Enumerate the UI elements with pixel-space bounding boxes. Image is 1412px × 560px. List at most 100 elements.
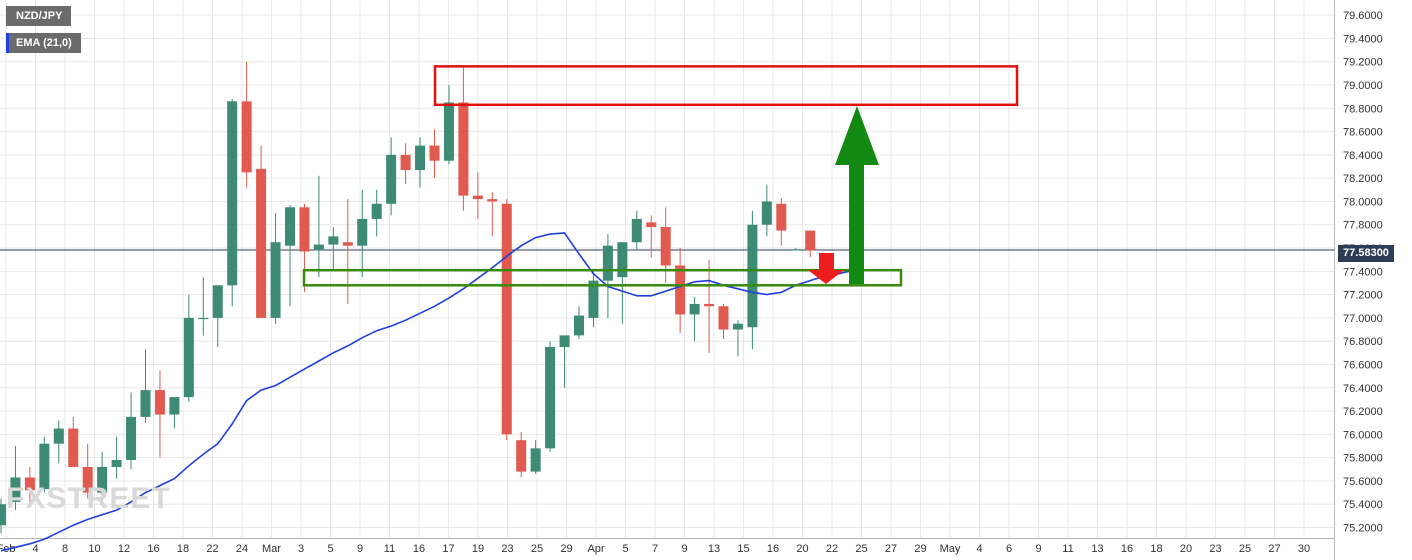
x-tick-label: May xyxy=(940,543,961,555)
candle-body-bullish xyxy=(747,224,758,328)
candle-body-bullish xyxy=(0,504,6,526)
candle-body-bullish xyxy=(371,203,382,219)
candle-body-bullish xyxy=(732,323,743,330)
x-tick-label: 9 xyxy=(681,543,687,555)
candle-body-bearish xyxy=(458,102,469,196)
candle-body-bullish xyxy=(689,303,700,315)
y-tick-label: 79.4000 xyxy=(1343,33,1383,45)
y-tick-label: 78.0000 xyxy=(1343,196,1383,208)
candle-body-bullish xyxy=(169,397,180,415)
candle-body-bullish xyxy=(126,416,137,460)
candle-body-bullish xyxy=(602,245,613,281)
y-tick-label: 76.2000 xyxy=(1343,406,1383,418)
y-tick-label: 78.4000 xyxy=(1343,150,1383,162)
candle-body-bullish xyxy=(328,236,339,245)
x-tick-label: 4 xyxy=(976,543,982,555)
x-tick-label: 29 xyxy=(914,543,926,555)
current-price-tag: 77.58300 xyxy=(1338,245,1394,262)
x-tick-label: 18 xyxy=(177,543,189,555)
candle-body-bullish xyxy=(617,242,628,278)
x-tick-label: 20 xyxy=(796,543,808,555)
x-tick-label: 25 xyxy=(531,543,543,555)
candle-body-bullish xyxy=(588,280,599,318)
x-tick-label: 30 xyxy=(1298,543,1310,555)
candle-body-bullish xyxy=(545,347,556,449)
y-tick-label: 78.6000 xyxy=(1343,127,1383,139)
candle-body-bearish xyxy=(776,203,787,231)
x-tick-label: 27 xyxy=(885,543,897,555)
x-tick-label: 16 xyxy=(1121,543,1133,555)
x-tick-label: 8 xyxy=(62,543,68,555)
x-tick-label: 23 xyxy=(1209,543,1221,555)
y-tick-label: 77.8000 xyxy=(1343,220,1383,232)
symbol-legend[interactable]: NZD/JPY xyxy=(6,6,72,26)
candle-body-bearish xyxy=(704,303,715,307)
x-tick-label: 4 xyxy=(32,543,38,555)
y-tick-label: 75.8000 xyxy=(1343,453,1383,465)
candle-body-bullish xyxy=(140,390,151,417)
x-tick-label: 11 xyxy=(384,543,395,555)
candle-body-bullish xyxy=(270,242,281,318)
x-tick-label: 16 xyxy=(413,543,425,555)
candle-body-bullish xyxy=(530,448,541,472)
x-tick-label: 18 xyxy=(1150,543,1162,555)
x-tick-label: 12 xyxy=(118,543,130,555)
candle-body-bullish xyxy=(790,249,801,251)
candle-body-bullish xyxy=(574,315,584,336)
x-tick-label: 13 xyxy=(1091,543,1103,555)
candle-body-bullish xyxy=(227,101,238,286)
y-tick-label: 76.4000 xyxy=(1343,383,1383,395)
candle-body-bullish xyxy=(111,459,122,467)
x-tick-label: 19 xyxy=(472,543,484,555)
x-tick-label: 22 xyxy=(826,543,838,555)
x-tick-label: 29 xyxy=(560,543,572,555)
y-tick-label: 79.6000 xyxy=(1343,10,1383,22)
x-tick-label: 15 xyxy=(737,543,749,555)
candle-body-bullish xyxy=(212,285,223,318)
x-tick-label: 3 xyxy=(298,543,304,555)
candle-body-bullish xyxy=(357,218,368,246)
y-tick-label: 76.6000 xyxy=(1343,359,1383,371)
y-tick-label: 77.0000 xyxy=(1343,313,1383,325)
candle-body-bullish xyxy=(183,317,194,398)
y-tick-label: 79.0000 xyxy=(1343,80,1383,92)
ema-legend[interactable]: EMA (21,0) xyxy=(6,33,81,53)
x-tick-label: 22 xyxy=(206,543,218,555)
x-tick-label: 23 xyxy=(501,543,513,555)
down-arrow xyxy=(808,253,844,284)
candle-body-bullish xyxy=(761,201,772,225)
ema-line xyxy=(0,232,854,552)
y-tick-label: 76.8000 xyxy=(1343,336,1383,348)
x-tick-label: 16 xyxy=(767,543,779,555)
candle-body-bearish xyxy=(660,227,671,266)
x-tick-label: 9 xyxy=(1035,543,1041,555)
candle-body-bearish xyxy=(24,477,35,491)
candle-body-bullish xyxy=(53,428,64,444)
candle-body-bearish xyxy=(82,466,93,493)
candle-body-bullish xyxy=(10,477,21,502)
candle-body-bearish xyxy=(805,230,816,251)
x-tick-label: 10 xyxy=(88,543,100,555)
x-tick-label: 24 xyxy=(236,543,248,555)
candle-body-bearish xyxy=(675,265,686,315)
candle-body-bearish xyxy=(241,101,252,173)
y-tick-label: 75.2000 xyxy=(1343,523,1383,535)
y-tick-label: 78.2000 xyxy=(1343,173,1383,185)
x-tick-label: 25 xyxy=(855,543,867,555)
x-tick-label: 17 xyxy=(442,543,454,555)
x-tick-label: 25 xyxy=(1239,543,1251,555)
candle-body-bearish xyxy=(472,195,483,200)
up-arrow xyxy=(835,106,879,284)
candle-body-bearish xyxy=(299,207,310,252)
x-tick-label: Mar xyxy=(262,543,281,555)
x-tick-label: 5 xyxy=(327,543,333,555)
candle-body-bullish xyxy=(198,317,209,320)
candle-body-bearish xyxy=(487,199,498,202)
candle-body-bearish xyxy=(342,242,353,246)
candle-body-bearish xyxy=(646,222,657,228)
y-tick-label: 75.4000 xyxy=(1343,499,1383,511)
candle-body-bearish xyxy=(400,154,411,171)
candle-body-bearish xyxy=(516,440,527,472)
x-tick-label: 16 xyxy=(147,543,159,555)
